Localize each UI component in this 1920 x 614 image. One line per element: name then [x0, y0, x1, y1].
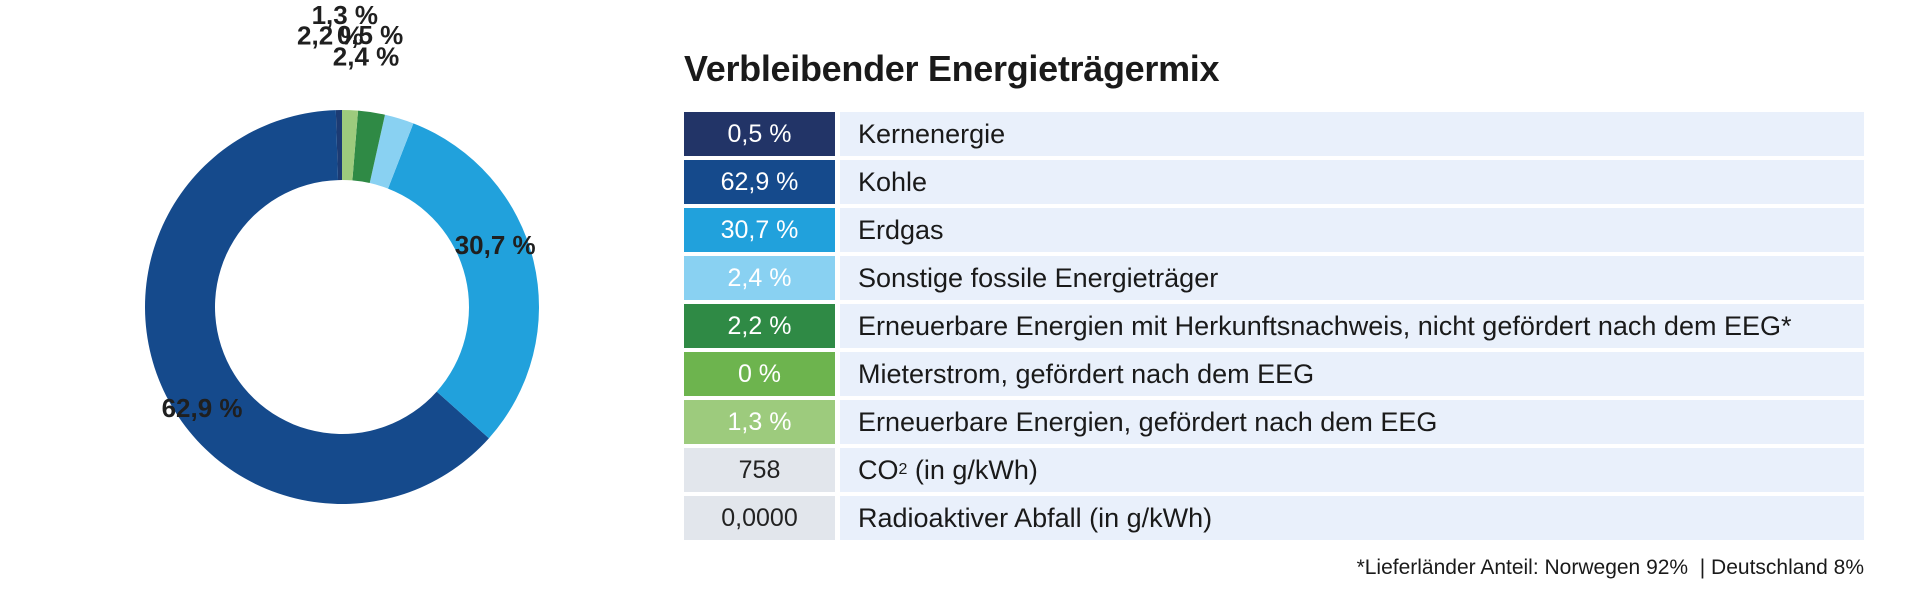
co2-label-prefix: CO [858, 454, 899, 485]
legend-row-co2: 758 CO 2 (in g/kWh) [684, 448, 1864, 492]
waste-label: Radioaktiver Abfall (in g/kWh) [840, 496, 1864, 540]
waste-value: 0,0000 [684, 496, 835, 540]
donut-slice-0 [335, 110, 342, 181]
legend-row-erneuerbare-herkunftsnachweis: 2,2 % Erneuerbare Energien mit Herkunfts… [684, 304, 1864, 348]
donut-slice-label: 1,3 % [312, 0, 379, 30]
legend-panel: Verbleibender Energieträgermix 0,5 % Ker… [684, 48, 1864, 580]
legend-row-erdgas: 30,7 % Erdgas [684, 208, 1864, 252]
legend-label: Erneuerbare Energien, gefördert nach dem… [840, 400, 1864, 444]
legend-label: Kernenergie [840, 112, 1864, 156]
legend-value: 0 % [684, 352, 835, 396]
legend-label: Mieterstrom, gefördert nach dem EEG [840, 352, 1864, 396]
legend-value: 1,3 % [684, 400, 835, 444]
legend-value: 30,7 % [684, 208, 835, 252]
legend-value: 62,9 % [684, 160, 835, 204]
co2-label-suffix: (in g/kWh) [907, 454, 1038, 485]
co2-label-sub: 2 [898, 461, 908, 478]
legend-row-sonstige-fossile: 2,4 % Sonstige fossile Energieträger [684, 256, 1864, 300]
legend-row-kernenergie: 0,5 % Kernenergie [684, 112, 1864, 156]
donut-slice-2 [388, 123, 539, 439]
donut-chart: 0,5 % 62,9 % 30,7 % 2,4 %2,2 %1,3 % [144, 0, 539, 505]
legend-label: Erdgas [840, 208, 1864, 252]
legend-row-mieterstrom: 0 % Mieterstrom, gefördert nach dem EEG [684, 352, 1864, 396]
donut-slice-6 [342, 110, 359, 181]
donut-slice-4 [352, 110, 385, 184]
donut-slice-label: 0,5 % [337, 20, 404, 50]
legend-value: 2,2 % [684, 304, 835, 348]
legend-row-kohle: 62,9 % Kohle [684, 160, 1864, 204]
donut-slice-label: 2,2 % [297, 21, 364, 51]
legend-label: Sonstige fossile Energieträger [840, 256, 1864, 300]
footnote: *Lieferländer Anteil: Norwegen 92% | Deu… [1356, 556, 1864, 579]
donut-slice-3 [369, 114, 414, 189]
legend-title: Verbleibender Energieträgermix [684, 48, 1220, 89]
co2-label: CO 2 (in g/kWh) [840, 448, 1864, 492]
legend-value: 0,5 % [684, 112, 835, 156]
legend-label: Erneuerbare Energien mit Herkunftsnachwe… [840, 304, 1864, 348]
co2-value: 758 [684, 448, 835, 492]
donut-slice-label: 2,4 % [333, 41, 400, 71]
donut-slice-1 [144, 110, 489, 505]
donut-slice-label: 30,7 % [455, 230, 536, 260]
donut-slice-label: 62,9 % [162, 393, 243, 423]
legend-label: Kohle [840, 160, 1864, 204]
legend-value: 2,4 % [684, 256, 835, 300]
legend-row-erneuerbare-eeg: 1,3 % Erneuerbare Energien, gefördert na… [684, 400, 1864, 444]
legend-row-radioactive-waste: 0,0000 Radioaktiver Abfall (in g/kWh) [684, 496, 1864, 540]
